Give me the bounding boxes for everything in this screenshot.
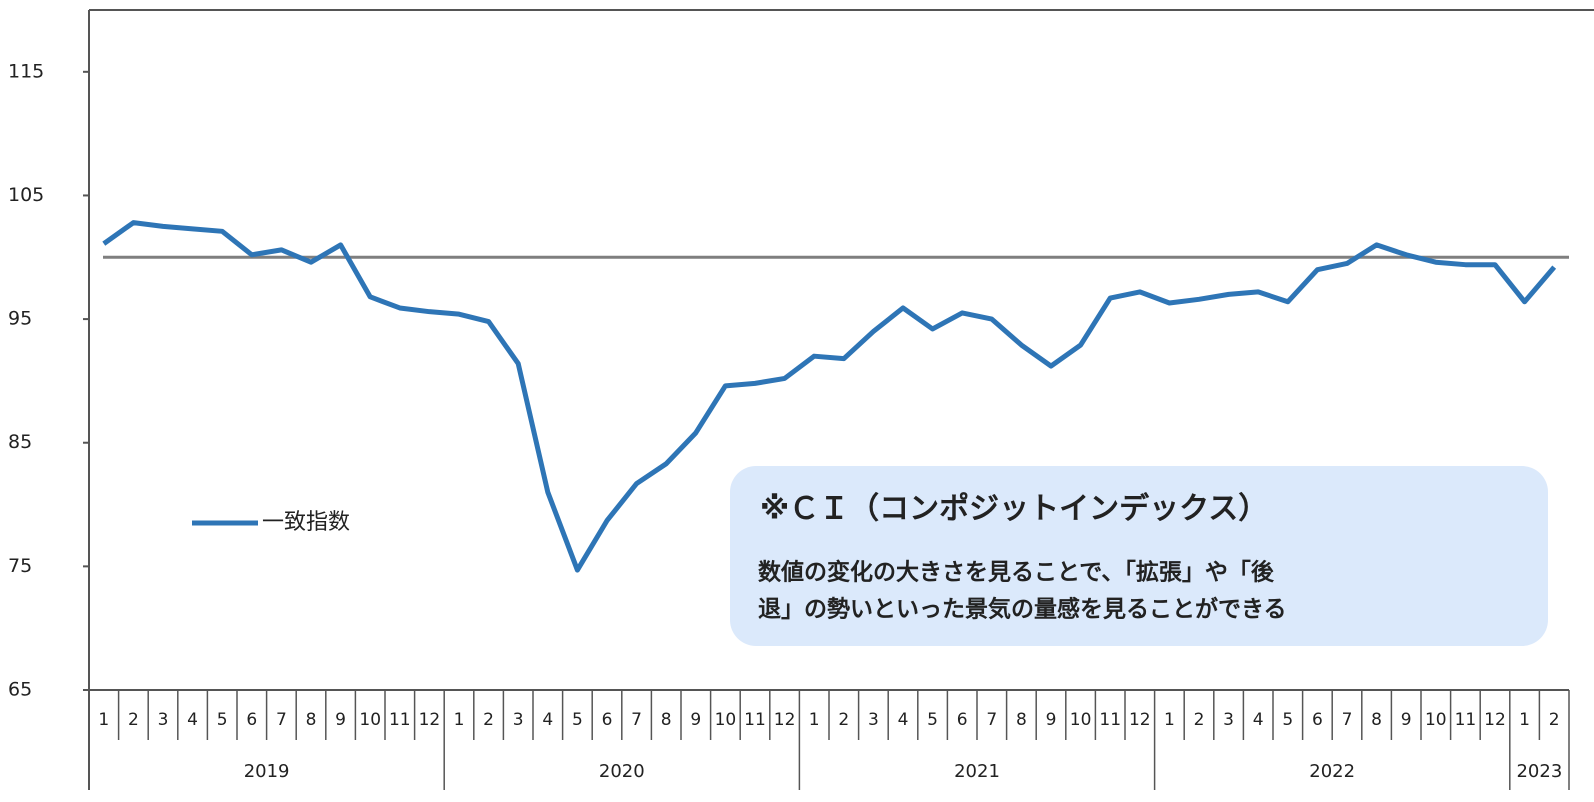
x-tick-label: 5 [1282, 710, 1293, 730]
x-tick-label: 5 [927, 710, 938, 730]
x-tick-label: 9 [1401, 710, 1412, 730]
x-tick-label: 2 [128, 710, 139, 730]
x-tick-label: 2 [1549, 710, 1560, 730]
x-tick-label: 3 [158, 710, 169, 730]
x-tick-label: 6 [246, 710, 257, 730]
x-tick-label: 11 [389, 710, 411, 730]
x-tick-label: 8 [1016, 710, 1027, 730]
x-tick-label: 10 [715, 710, 737, 730]
x-tick-label: 10 [1070, 710, 1092, 730]
x-tick-label: 10 [1425, 710, 1447, 730]
x-tick-label: 3 [1223, 710, 1234, 730]
year-label: 2019 [244, 761, 290, 782]
x-tick-label: 3 [868, 710, 879, 730]
legend-label: 一致指数 [262, 510, 350, 535]
data-line [102, 220, 1557, 573]
x-tick-label: 11 [1099, 710, 1121, 730]
x-tick-label: 8 [661, 710, 672, 730]
year-label: 2020 [599, 761, 645, 782]
x-tick-label: 6 [602, 710, 613, 730]
x-tick-label: 4 [542, 710, 553, 730]
x-tick-label: 1 [1519, 710, 1530, 730]
x-tick-label: 1 [98, 710, 109, 730]
x-tick-label: 3 [513, 710, 524, 730]
x-tick-label: 8 [306, 710, 317, 730]
x-tick-label: 2 [1194, 710, 1205, 730]
x-tick-label: 7 [276, 710, 287, 730]
x-tick-label: 5 [217, 710, 228, 730]
year-label: 2023 [1516, 761, 1562, 782]
x-tick-label: 12 [1484, 710, 1506, 730]
y-tick-label: 115 [8, 60, 44, 82]
annotation-text: 退」の勢いといった景気の量感を見ることができる [758, 596, 1287, 623]
annotation-text: 数値の変化の大きさを見ることで、「拡張」や「後 [758, 559, 1275, 586]
x-tick-label: 11 [744, 710, 766, 730]
x-tick-label: 12 [774, 710, 796, 730]
x-tick-label: 2 [483, 710, 494, 730]
x-tick-label: 1 [454, 710, 465, 730]
x-tick-label: 5 [572, 710, 583, 730]
x-tick-label: 12 [419, 710, 441, 730]
x-tick-label: 1 [1164, 710, 1175, 730]
x-tick-label: 10 [359, 710, 381, 730]
x-tick-label: 12 [1129, 710, 1151, 730]
x-tick-label: 7 [631, 710, 642, 730]
x-tick-label: 8 [1371, 710, 1382, 730]
y-tick-label: 95 [8, 308, 32, 330]
x-tick-label: 6 [957, 710, 968, 730]
x-tick-label: 9 [690, 710, 701, 730]
y-tick-label: 75 [8, 555, 32, 577]
x-tick-label: 11 [1455, 710, 1477, 730]
annotation-box [730, 466, 1548, 646]
x-tick-label: 2 [838, 710, 849, 730]
y-tick-label: 105 [8, 184, 44, 206]
x-tick-label: 7 [986, 710, 997, 730]
y-tick-label: 85 [8, 431, 32, 453]
x-tick-label: 9 [335, 710, 346, 730]
annotation-title: ※ＣＩ（コンポジットインデックス） [760, 492, 1268, 527]
x-tick-label: 6 [1312, 710, 1323, 730]
x-tick-label: 7 [1342, 710, 1353, 730]
y-tick-label: 65 [8, 679, 32, 701]
year-label: 2022 [1309, 761, 1355, 782]
x-tick-label: 9 [1046, 710, 1057, 730]
x-tick-label: 4 [898, 710, 909, 730]
x-tick-label: 4 [187, 710, 198, 730]
x-tick-label: 1 [809, 710, 820, 730]
x-tick-label: 4 [1253, 710, 1264, 730]
year-label: 2021 [954, 761, 1000, 782]
